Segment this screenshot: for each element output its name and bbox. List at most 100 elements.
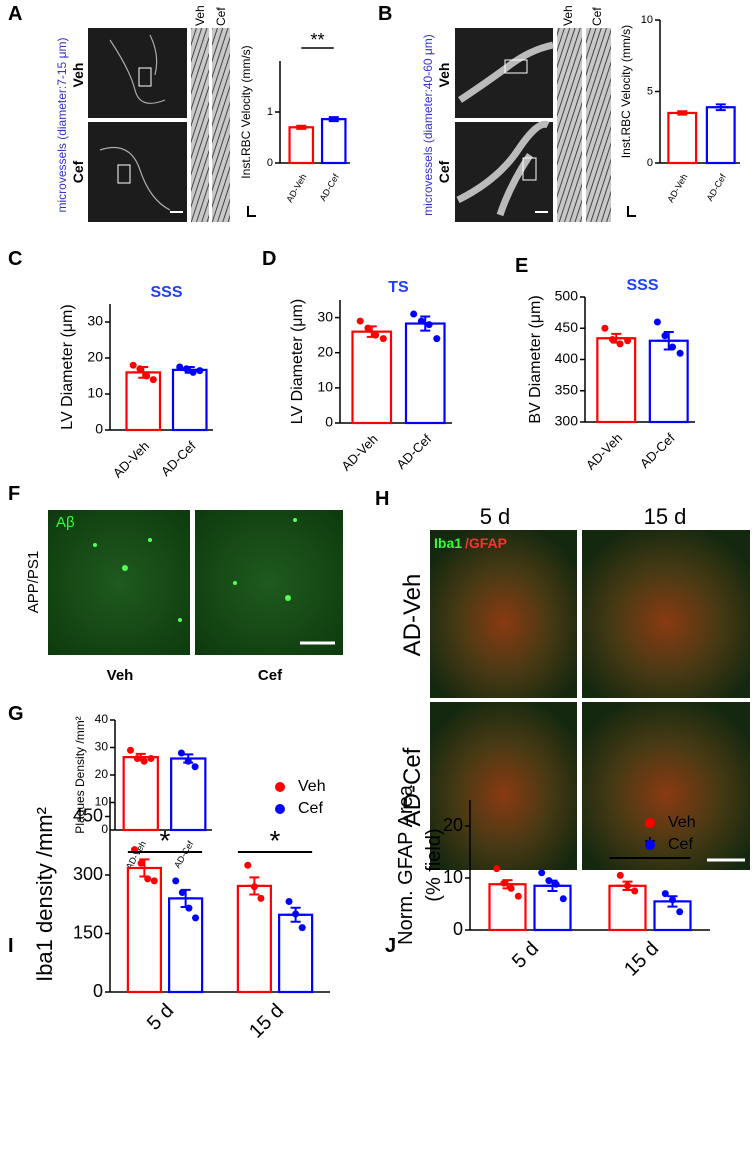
error-bar <box>134 858 155 878</box>
error-bar <box>657 331 681 351</box>
scale-bar <box>627 206 636 217</box>
bar <box>320 118 347 165</box>
bar <box>236 884 272 994</box>
bar <box>533 884 572 932</box>
kymo-label: Veh <box>193 5 207 26</box>
micrograph <box>430 530 577 698</box>
kymograph <box>191 28 209 222</box>
bar <box>168 897 204 994</box>
y-tick-label: 350 <box>555 381 579 397</box>
panel-label: I <box>8 935 14 957</box>
y-axis-label: Plaques Density /mm² <box>73 716 87 833</box>
bar <box>126 866 162 994</box>
panel-label: H <box>375 488 389 510</box>
y-tick-label: 150 <box>73 922 103 942</box>
row-label: Cef <box>70 160 86 183</box>
data-point <box>244 861 252 869</box>
y-tick-label: 0 <box>93 981 103 1001</box>
bar <box>278 913 314 994</box>
side-label: APP/PS1 <box>25 551 42 614</box>
data-point <box>669 343 677 351</box>
x-tick-label: 15 d <box>245 1000 288 1043</box>
micrograph <box>430 702 577 870</box>
data-point <box>631 887 639 895</box>
micrograph <box>88 28 187 118</box>
y-tick-label: 5 <box>647 85 653 97</box>
data-point <box>182 365 190 373</box>
panel-label: C <box>8 248 22 270</box>
data-point <box>136 365 144 373</box>
error-bar <box>541 879 564 892</box>
data-point <box>184 757 192 765</box>
panel-label: G <box>8 703 24 725</box>
row-label: Veh <box>436 63 452 88</box>
row-label: Veh <box>70 63 86 88</box>
bar <box>488 883 527 932</box>
data-point <box>292 910 300 918</box>
data-point <box>143 372 151 380</box>
y-tick-label: 30 <box>317 308 333 324</box>
micrograph <box>195 510 343 655</box>
panel-label: F <box>8 483 20 505</box>
data-point <box>191 763 199 771</box>
data-point <box>250 883 258 891</box>
data-point <box>417 317 425 325</box>
y-tick-label: 20 <box>443 815 463 835</box>
kymograph <box>212 28 230 222</box>
y-axis-label: LV Diameter (μm) <box>59 304 76 429</box>
kymo-label: Veh <box>561 5 575 26</box>
data-point <box>140 757 148 765</box>
data-point <box>379 335 387 343</box>
row-label: Cef <box>436 160 452 183</box>
data-point <box>500 879 508 887</box>
roi-box <box>522 157 537 181</box>
y-tick-label: 10 <box>317 379 333 395</box>
roi-box <box>504 59 528 74</box>
bar <box>288 126 315 165</box>
y-axis-label: BV Diameter (μm) <box>527 295 544 423</box>
x-tick-label: AD-Veh <box>338 431 380 473</box>
bar <box>596 337 637 424</box>
micrograph <box>88 122 187 222</box>
x-tick-label: AD-Veh <box>665 172 689 204</box>
data-point <box>133 755 141 762</box>
bar <box>648 339 689 424</box>
y-tick-label: 400 <box>555 350 579 366</box>
vessel <box>456 41 554 217</box>
legend-marker <box>275 804 285 814</box>
data-point <box>150 877 158 885</box>
y-tick-label: 0 <box>267 157 273 169</box>
data-point <box>507 884 515 892</box>
panel-label: B <box>378 3 392 25</box>
roi-box <box>138 67 152 87</box>
y-tick-label: 10 <box>641 14 653 26</box>
data-point <box>364 324 372 332</box>
row-label: AD-Veh <box>399 574 426 657</box>
data-point <box>538 869 546 877</box>
y-tick-label: 0 <box>453 919 463 939</box>
legend-label: Veh <box>298 778 326 795</box>
legend-label: Cef <box>668 836 693 853</box>
x-tick-label: 5 d <box>143 1000 178 1035</box>
y-axis-label: Iba1 density /mm² <box>32 807 57 982</box>
data-point <box>669 896 676 904</box>
y-tick-label: 10 <box>443 867 463 887</box>
y-tick-label: 30 <box>87 313 103 329</box>
bar <box>171 368 208 432</box>
bar <box>667 111 698 165</box>
plaques <box>93 518 297 622</box>
error-bar <box>133 366 154 379</box>
error-bar <box>604 332 628 344</box>
data-point <box>661 332 669 340</box>
data-point <box>372 331 380 339</box>
y-tick-label: 0 <box>101 822 108 836</box>
significance-label: ** <box>310 30 324 50</box>
data-point <box>559 895 567 903</box>
data-point <box>661 890 669 898</box>
y-axis-label: (% field) <box>423 828 445 901</box>
x-tick-label: AD-Cef <box>318 172 342 203</box>
error-bar <box>175 888 196 908</box>
panel-label: J <box>385 935 396 957</box>
data-point <box>616 340 624 348</box>
significance-label: * <box>160 825 171 856</box>
